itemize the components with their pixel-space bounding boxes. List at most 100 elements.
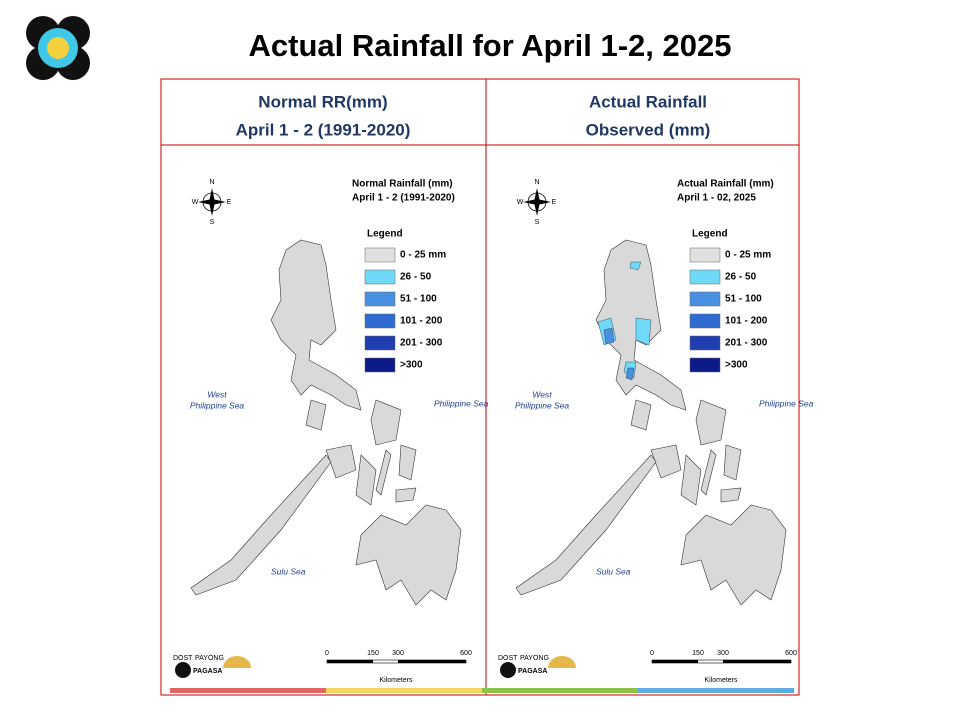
logo-text: PAYONG [520,655,549,662]
legend-swatch [364,335,396,351]
sea-label: West [532,389,552,399]
panel-heading: Observed (mm) [586,120,711,139]
scale-label: 0 [650,650,654,657]
sea-label: Philippine Sea [515,400,570,410]
legend-label: 101 - 200 [400,316,443,327]
color-strip [170,688,326,693]
map-title: Normal Rainfall (mm) [352,179,453,190]
scale-label: 150 [692,650,704,657]
map-title: April 1 - 02, 2025 [677,193,756,204]
color-strip [638,688,794,693]
logo-text: PAYONG [195,655,224,662]
rain-area [635,317,652,346]
rain-area [603,327,615,345]
island [375,449,392,496]
rain-area [625,367,635,381]
sea-label: Philippine Sea [434,398,489,408]
scale-unit: Kilometers [704,677,738,684]
island [190,454,332,596]
compass-letter: W [517,199,524,206]
scale-label: 300 [392,650,404,657]
legend-label: 0 - 25 mm [400,250,446,261]
map-title: Actual Rainfall (mm) [677,179,774,190]
island [700,449,717,496]
slide-title: Actual Rainfall for April 1-2, 2025 [249,28,732,63]
legend-label: 101 - 200 [725,316,768,327]
legend-swatch [689,335,721,351]
panel-heading: Actual Rainfall [589,92,707,111]
map-panel: Normal RR(mm) April 1 - 2 (1991-2020) Norm… [173,92,489,683]
legend-label: >300 [400,360,423,371]
legend-title: Legend [367,229,403,240]
legend-label: 0 - 25 mm [725,250,771,261]
legend-label: 201 - 300 [400,338,443,349]
legend-swatch [689,313,721,329]
legend-label: 26 - 50 [400,272,432,283]
logo-text: PAGASA [518,668,547,675]
map-title: April 1 - 2 (1991-2020) [352,193,455,204]
island [398,444,417,481]
compass-letter: N [534,179,539,186]
scale-label: 0 [325,650,329,657]
island [680,454,702,506]
legend-swatch [364,357,396,373]
legend-label: >300 [725,360,748,371]
logo-mark [500,662,516,678]
legend-swatch [689,269,721,285]
legend-label: 51 - 100 [725,294,762,305]
compass-letter: W [192,199,199,206]
legend-swatch [689,291,721,307]
table-border [160,78,800,696]
island [395,487,417,503]
logo-text: DOST [498,655,518,662]
legend-swatch [364,313,396,329]
island [370,399,402,446]
map-panel: Actual Rainfall Observed (mm) Actual Rainf… [498,92,814,683]
scale-bar [652,660,698,663]
sea-label: Sulu Sea [271,566,306,576]
logo-umbrella [548,656,576,668]
compass-letter: E [227,199,232,206]
legend-title: Legend [692,229,728,240]
legend-swatch [364,247,396,263]
compass-star [523,199,551,205]
scale-bar [723,660,791,663]
island [723,444,742,481]
panel-heading: April 1 - 2 (1991-2020) [236,120,411,139]
island [695,399,727,446]
legend-label: 26 - 50 [725,272,757,283]
island [650,444,682,479]
compass-letter: S [210,219,215,226]
sea-label: Philippine Sea [759,398,814,408]
panel-heading: Normal RR(mm) [258,92,387,111]
color-strip [326,688,482,693]
legend-label: 51 - 100 [400,294,437,305]
island [355,454,377,506]
sea-label: Sulu Sea [596,566,631,576]
island [720,487,742,503]
compass-letter: S [535,219,540,226]
compass-letter: E [552,199,557,206]
rain-area [629,261,642,271]
logo-text: DOST [173,655,193,662]
logo-text: PAGASA [193,668,222,675]
scale-label: 600 [460,650,472,657]
logo-umbrella [223,656,251,668]
scale-label: 150 [367,650,379,657]
legend-swatch [689,247,721,263]
island [355,504,462,606]
scale-bar [327,660,373,663]
sea-label: West [207,389,227,399]
color-strip [482,688,638,693]
sea-label: Philippine Sea [190,400,245,410]
scale-label: 300 [717,650,729,657]
island [325,444,357,479]
legend-label: 201 - 300 [725,338,768,349]
compass-star [198,199,226,205]
island [270,239,362,411]
compass-letter: N [209,179,214,186]
scale-unit: Kilometers [379,677,413,684]
agency-logo [26,16,90,80]
logo-mark [175,662,191,678]
